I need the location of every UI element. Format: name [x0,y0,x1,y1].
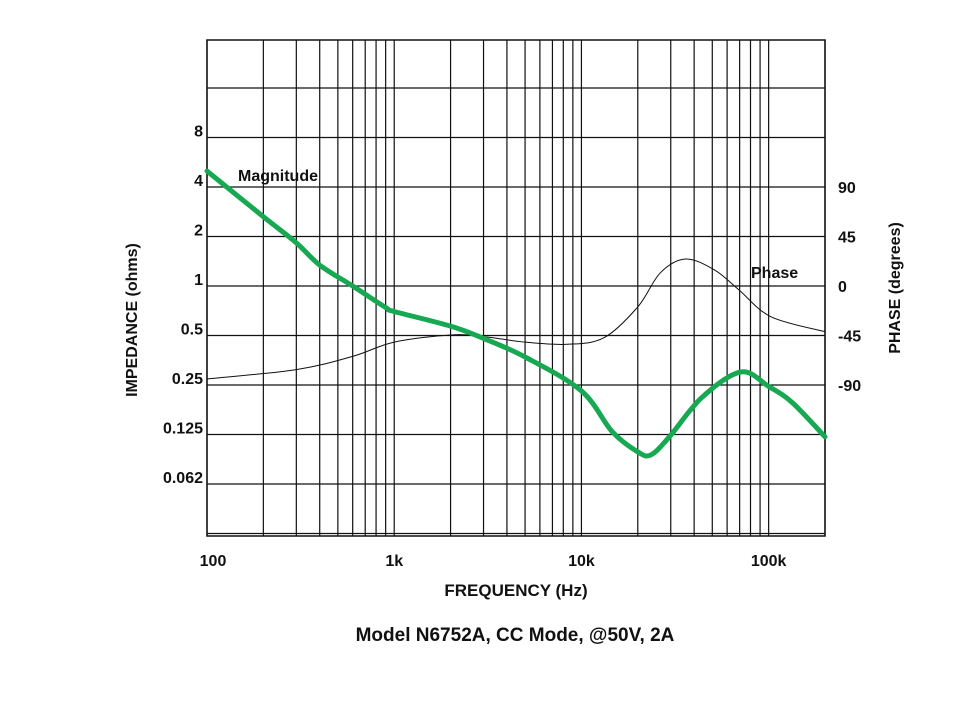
y-left-tick-label: 0.062 [163,470,203,487]
y-right-tick-label: 0 [838,279,847,296]
x-tick-label: 100k [751,553,787,570]
y-right-tick-label: 45 [838,230,856,247]
grid [206,39,826,537]
y-right-axis-label: PHASE (degrees) [887,222,904,354]
tick-labels: 100 1k 10k 100k 8 4 2 1 0.5 0.25 0.125 0.062 90 45 0 -4… [163,124,861,571]
y-right-tick-label: -45 [838,329,861,346]
y-left-tick-label: 0.5 [181,322,203,339]
y-left-tick-label: 8 [194,124,203,141]
x-axis-label: FREQUENCY (Hz) [444,581,587,600]
plot-frame [206,39,826,537]
y-left-tick-label: 2 [194,223,203,240]
magnitude-series-line [204,168,828,459]
y-right-tick-label: 90 [838,180,856,197]
x-tick-label: 1k [385,553,403,570]
y-right-tick-label: -90 [838,378,861,395]
y-left-tick-label: 4 [194,173,203,190]
x-tick-label: 100 [200,553,227,570]
y-left-tick-label: 0.125 [163,421,203,438]
chart-title: Model N6752A, CC Mode, @50V, 2A [356,625,675,646]
phase-annotation: Phase [751,265,798,282]
x-tick-label: 10k [568,553,595,570]
y-left-tick-label: 0.25 [172,371,203,388]
y-left-axis-label: IMPEDANCE (ohms) [124,243,141,397]
phase-series-line [206,258,826,380]
magnitude-annotation: Magnitude [238,168,318,185]
y-left-tick-label: 1 [194,272,203,289]
